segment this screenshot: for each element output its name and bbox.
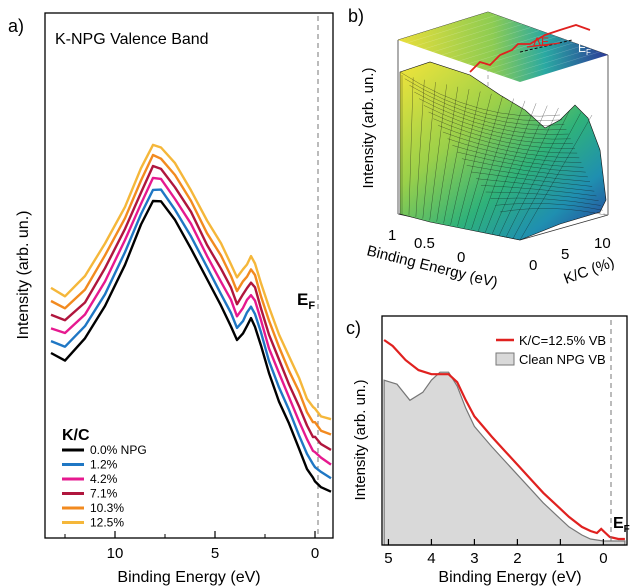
delta-e-arrow xyxy=(526,42,561,48)
panel-a-ef-label: EF xyxy=(297,290,315,312)
series-line-7-1- xyxy=(50,164,332,451)
panel-a-curves xyxy=(50,143,332,493)
panel-a-title: K-NPG Valence Band xyxy=(55,31,209,48)
legend-entry: 1.2% xyxy=(90,458,118,472)
surface-ef-label: EF xyxy=(578,41,591,57)
a-xtick-label: 0 xyxy=(311,545,319,562)
panel-a-ylabel: Intensity (arb. un.) xyxy=(15,211,32,340)
panel-a-frame xyxy=(44,12,334,539)
legend-entry: 4.2% xyxy=(90,472,118,486)
b-ztick-10: 10 xyxy=(594,235,611,252)
panel-c-ticks: 5 4 3 2 1 0 xyxy=(384,539,608,567)
series-line-0-0--NPG xyxy=(50,199,332,493)
series-line-12-5- xyxy=(50,143,332,421)
legend-entry-clean: Clean NPG VB xyxy=(519,352,606,367)
legend-title: K/C xyxy=(62,427,90,444)
a-xtick-label: 10 xyxy=(107,545,124,562)
legend-entry: 10.3% xyxy=(90,501,124,515)
clean-npg-area xyxy=(383,371,626,546)
panel-b: b) Intensity (arb. un.) ΔE EF 1 0.5 xyxy=(348,6,617,291)
panel-a-label: a) xyxy=(8,16,24,36)
surface-top-projection xyxy=(398,12,608,82)
b-ztick-5: 5 xyxy=(561,246,569,263)
edge-trace xyxy=(469,24,591,73)
panel-c-legend: K/C=12.5% VB Clean NPG VB xyxy=(495,333,606,367)
legend-entry: 7.1% xyxy=(90,487,118,501)
kc-12-5-line xyxy=(383,339,625,541)
legend-entry-kc: K/C=12.5% VB xyxy=(519,333,606,348)
panel-b-ylabel: Intensity (arb. un.) xyxy=(360,68,377,189)
surface-plot xyxy=(399,61,607,241)
panel-a: a) K-NPG Valence Band Intensity (arb. un… xyxy=(8,12,334,586)
series-line-10-3- xyxy=(50,153,332,436)
b-xtick-0: 0 xyxy=(457,249,465,266)
panel-a-ticks: 10 5 0 xyxy=(64,531,319,562)
panel-b-ticks: 1 0.5 0 0 5 10 xyxy=(388,227,611,274)
panel-b-zlabel: K/C (%) xyxy=(562,254,617,288)
legend-entry: 0.0% NPG xyxy=(90,443,147,457)
legend-swatch-clean xyxy=(495,352,515,366)
a-xtick-label: 5 xyxy=(211,545,219,562)
panel-c-label: c) xyxy=(346,318,361,338)
c-xtick-label: 0 xyxy=(599,550,607,567)
series-line-4-2- xyxy=(50,176,332,466)
b-xtick-05: 0.5 xyxy=(414,235,435,252)
c-xtick-label: 2 xyxy=(513,550,521,567)
c-xtick-label: 1 xyxy=(556,550,564,567)
c-xtick-label: 3 xyxy=(470,550,478,567)
panel-c-ylabel: Intensity (arb. un.) xyxy=(352,380,369,501)
b-xtick-1: 1 xyxy=(388,227,396,244)
delta-e-label: ΔE xyxy=(533,35,549,49)
c-xtick-label: 5 xyxy=(384,550,392,567)
legend-entry: 12.5% xyxy=(90,516,124,530)
series-line-1-2- xyxy=(50,188,332,480)
c-xtick-label: 4 xyxy=(427,550,435,567)
panel-a-xlabel: Binding Energy (eV) xyxy=(117,569,260,586)
panel-b-label: b) xyxy=(348,6,364,26)
panel-c-frame xyxy=(381,315,628,546)
b-ztick-0: 0 xyxy=(529,257,537,274)
panel-c-xlabel: Binding Energy (eV) xyxy=(438,569,581,586)
panel-c: c) Intensity (arb. un.) Binding Energy (… xyxy=(346,315,630,586)
fermi-projection-line xyxy=(519,39,573,53)
panel-c-plot xyxy=(383,339,626,546)
